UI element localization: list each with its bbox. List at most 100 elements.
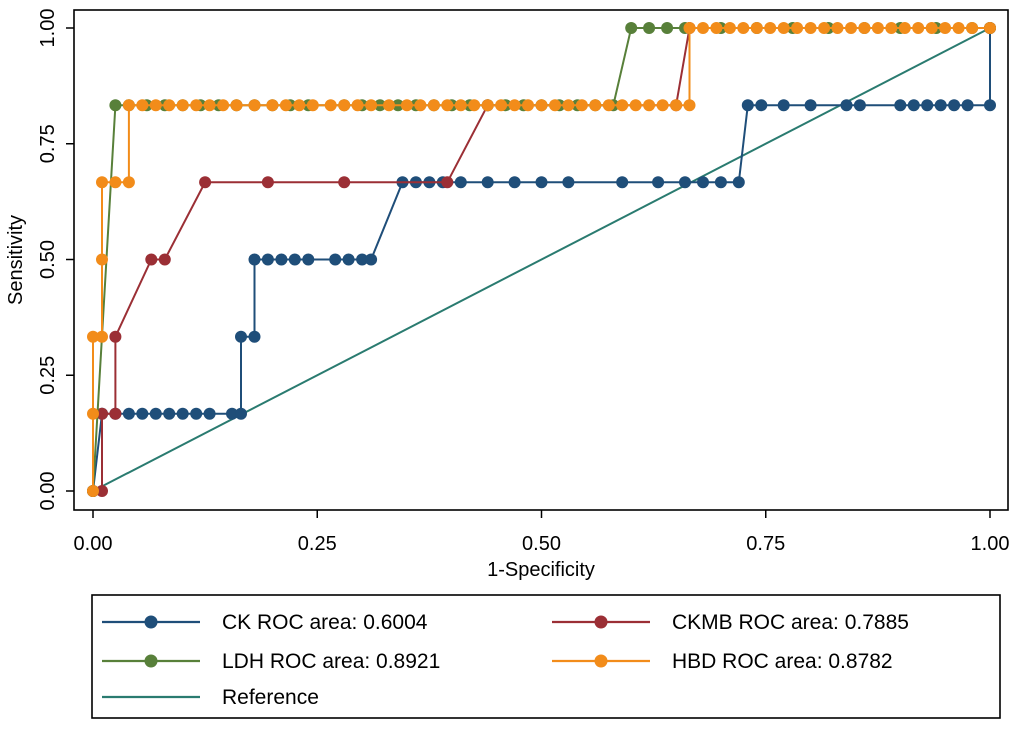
ck-point bbox=[934, 99, 947, 112]
ck-point bbox=[329, 253, 342, 266]
ck-point bbox=[342, 253, 355, 266]
ck-point bbox=[261, 253, 274, 266]
hbd-point bbox=[522, 99, 534, 112]
hbd-point bbox=[804, 22, 817, 34]
legend-swatch-marker bbox=[144, 615, 158, 629]
hbd-point bbox=[818, 22, 831, 34]
hbd-point bbox=[109, 176, 122, 189]
legend-item-reference: Reference bbox=[102, 686, 319, 709]
ckmb-point bbox=[199, 176, 212, 189]
ck-point bbox=[122, 407, 135, 420]
hbd-point bbox=[791, 22, 804, 34]
hbd-point bbox=[230, 99, 243, 112]
legend bbox=[91, 594, 1001, 719]
ck-point bbox=[356, 253, 369, 266]
hbd-point bbox=[508, 99, 521, 112]
y-tick-label: 0.75 bbox=[37, 124, 59, 163]
hbd-point bbox=[383, 99, 395, 112]
hbd-point bbox=[306, 99, 319, 112]
hbd-point bbox=[427, 99, 440, 112]
hbd-point bbox=[351, 99, 364, 112]
series-layer bbox=[87, 22, 996, 497]
legend-label: HBD ROC area: 0.8782 bbox=[672, 650, 893, 673]
hbd-point bbox=[481, 99, 494, 112]
hbd-point bbox=[400, 99, 413, 112]
hbd-point bbox=[96, 176, 108, 189]
hbd-point bbox=[871, 22, 884, 34]
y-tick-label: 0.50 bbox=[37, 240, 59, 279]
ck-point bbox=[804, 99, 817, 112]
ck-point bbox=[894, 99, 907, 112]
legend-entries: CK ROC area: 0.6004 CKMB ROC area: 0.7885… bbox=[102, 611, 909, 709]
ckmb-point bbox=[96, 485, 108, 497]
hbd-point bbox=[750, 22, 763, 34]
hbd-point bbox=[845, 22, 857, 34]
hbd-point bbox=[939, 22, 952, 34]
ck-point bbox=[226, 407, 238, 420]
ckmb-point bbox=[261, 176, 274, 189]
hbd-point bbox=[338, 99, 351, 112]
hbd-point bbox=[683, 99, 696, 112]
ckmb-point bbox=[109, 330, 122, 343]
ck-point bbox=[840, 99, 853, 112]
ck-point bbox=[235, 407, 247, 420]
hbd-point bbox=[912, 22, 925, 34]
ck-point bbox=[948, 99, 961, 112]
x-tick-label: 0.50 bbox=[522, 533, 561, 555]
ck-point bbox=[755, 99, 768, 112]
ck-point bbox=[562, 176, 575, 189]
ck-point bbox=[203, 407, 216, 420]
hbd-point bbox=[643, 99, 656, 112]
x-axis: 0.00 0.25 0.50 0.75 1.00 bbox=[74, 510, 1009, 555]
y-tick-label: 0.00 bbox=[37, 472, 59, 511]
x-tick-label: 0.00 bbox=[74, 533, 113, 555]
hbd-point bbox=[984, 22, 996, 34]
ck-point bbox=[190, 407, 203, 420]
hbd-point bbox=[549, 99, 561, 112]
hbd-point bbox=[122, 176, 135, 189]
ck-point bbox=[907, 99, 920, 112]
legend-label: CK ROC area: 0.6004 bbox=[222, 611, 428, 634]
hbd-point bbox=[293, 99, 306, 112]
ck-point bbox=[508, 176, 521, 189]
hbd-point bbox=[629, 99, 642, 112]
hbd-point bbox=[952, 22, 965, 34]
hbd-point bbox=[898, 22, 911, 34]
hbd-point bbox=[925, 22, 938, 34]
hbd-point bbox=[96, 330, 108, 343]
ck-point bbox=[961, 99, 974, 112]
hbd-point bbox=[670, 99, 683, 112]
legend-label: LDH ROC area: 0.8921 bbox=[222, 650, 440, 673]
hbd-point bbox=[217, 99, 230, 112]
hbd-point bbox=[365, 99, 378, 112]
ck-point bbox=[921, 99, 934, 112]
ck-point bbox=[176, 407, 189, 420]
hbd-point bbox=[203, 99, 216, 112]
hbd-point bbox=[96, 253, 108, 266]
x-tick-label: 0.75 bbox=[746, 533, 785, 555]
hbd-point bbox=[266, 99, 279, 112]
legend-swatch-marker bbox=[594, 654, 608, 668]
ck-point bbox=[679, 176, 691, 189]
hbd-point bbox=[710, 22, 723, 34]
ck-point bbox=[652, 176, 665, 189]
legend-swatch-marker bbox=[144, 654, 158, 668]
y-axis: 0.00 0.25 0.50 0.75 1.00 bbox=[37, 9, 74, 511]
ckmb-point bbox=[158, 253, 171, 266]
ckmb-point bbox=[441, 176, 454, 189]
hbd-point bbox=[176, 99, 189, 112]
ldh-point bbox=[109, 99, 122, 112]
ck-point bbox=[136, 407, 149, 420]
series-hbd bbox=[87, 22, 996, 497]
hbd-point bbox=[122, 99, 135, 112]
hbd-point bbox=[764, 22, 777, 34]
ck-point bbox=[616, 176, 629, 189]
hbd-point bbox=[535, 99, 548, 112]
legend-label: Reference bbox=[222, 686, 319, 709]
y-tick-label: 1.00 bbox=[37, 9, 59, 48]
ck-point bbox=[481, 176, 494, 189]
legend-item-ldh: LDH ROC area: 0.8921 bbox=[102, 650, 440, 673]
hbd-point bbox=[136, 99, 149, 112]
